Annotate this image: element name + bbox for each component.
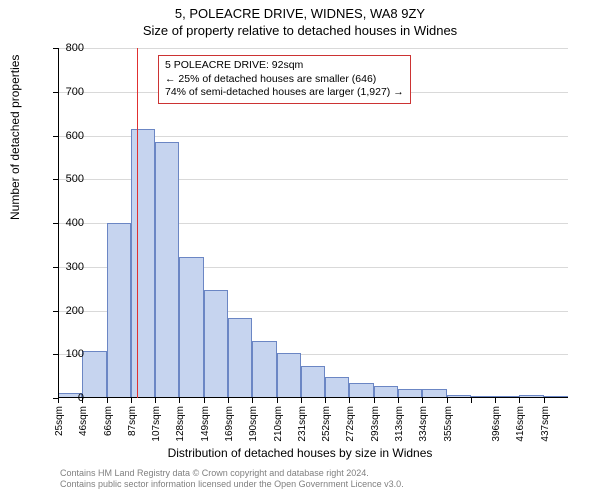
histogram-bar — [228, 318, 252, 398]
y-axis-label: Number of detached properties — [8, 55, 22, 220]
histogram-bar — [277, 353, 301, 398]
xtick-label: 437sqm — [540, 406, 551, 442]
xtick-mark — [107, 398, 108, 403]
xtick-mark — [422, 398, 423, 403]
xtick-label: 87sqm — [127, 406, 138, 436]
histogram-bar — [301, 366, 325, 398]
xtick-label: 396sqm — [491, 406, 502, 442]
xtick-label: 252sqm — [321, 406, 332, 442]
ytick-label: 0 — [78, 392, 84, 404]
histogram-bar — [179, 257, 203, 398]
footer-attribution: Contains HM Land Registry data © Crown c… — [60, 468, 404, 491]
ytick-label: 100 — [66, 348, 84, 360]
annotation-box: 5 POLEACRE DRIVE: 92sqm ← 25% of detache… — [158, 55, 411, 104]
footer-line1: Contains HM Land Registry data © Crown c… — [60, 468, 404, 479]
xtick-label: 46sqm — [78, 406, 89, 436]
xtick-mark — [325, 398, 326, 403]
xtick-mark — [228, 398, 229, 403]
ytick-label: 200 — [66, 305, 84, 317]
xtick-mark — [495, 398, 496, 403]
ytick-label: 500 — [66, 173, 84, 185]
annotation-line1: 5 POLEACRE DRIVE: 92sqm — [165, 59, 404, 73]
xtick-label: 231sqm — [297, 406, 308, 442]
gridline — [58, 48, 568, 49]
footer-line2: Contains public sector information licen… — [60, 479, 404, 490]
ytick-label: 600 — [66, 130, 84, 142]
x-axis-label: Distribution of detached houses by size … — [0, 446, 600, 460]
histogram-bar — [204, 290, 228, 399]
xtick-mark — [544, 398, 545, 403]
histogram-bar — [82, 351, 106, 398]
xtick-label: 107sqm — [151, 406, 162, 442]
ytick-label: 400 — [66, 217, 84, 229]
xtick-mark — [155, 398, 156, 403]
xtick-label: 128sqm — [175, 406, 186, 442]
x-axis-line — [58, 397, 568, 398]
xtick-label: 25sqm — [54, 406, 65, 436]
annotation-line2: ← 25% of detached houses are smaller (64… — [165, 73, 404, 87]
xtick-label: 334sqm — [418, 406, 429, 442]
xtick-label: 149sqm — [200, 406, 211, 442]
histogram-bar — [325, 377, 349, 398]
histogram-bar — [107, 223, 131, 398]
xtick-mark — [204, 398, 205, 403]
property-marker-line — [137, 48, 138, 398]
xtick-label: 190sqm — [248, 406, 259, 442]
xtick-mark — [471, 398, 472, 403]
xtick-mark — [519, 398, 520, 403]
xtick-mark — [447, 398, 448, 403]
xtick-mark — [398, 398, 399, 403]
ytick-label: 800 — [66, 42, 84, 54]
histogram-bar — [155, 142, 179, 398]
xtick-mark — [374, 398, 375, 403]
xtick-label: 272sqm — [345, 406, 356, 442]
xtick-label: 313sqm — [394, 406, 405, 442]
xtick-mark — [349, 398, 350, 403]
xtick-mark — [277, 398, 278, 403]
histogram-chart: 5 POLEACRE DRIVE: 92sqm ← 25% of detache… — [58, 48, 568, 398]
xtick-mark — [252, 398, 253, 403]
xtick-mark — [301, 398, 302, 403]
ytick-label: 700 — [66, 86, 84, 98]
ytick-label: 300 — [66, 261, 84, 273]
xtick-label: 416sqm — [515, 406, 526, 442]
xtick-mark — [131, 398, 132, 403]
xtick-label: 66sqm — [103, 406, 114, 436]
page-title-line2: Size of property relative to detached ho… — [0, 21, 600, 38]
y-axis-line — [58, 48, 59, 398]
histogram-bar — [349, 383, 373, 398]
xtick-label: 210sqm — [273, 406, 284, 442]
page-title-line1: 5, POLEACRE DRIVE, WIDNES, WA8 9ZY — [0, 0, 600, 21]
annotation-line3: 74% of semi-detached houses are larger (… — [165, 86, 404, 100]
xtick-mark — [58, 398, 59, 403]
histogram-bar — [131, 129, 155, 398]
xtick-label: 355sqm — [443, 406, 454, 442]
histogram-bar — [252, 341, 276, 398]
xtick-label: 169sqm — [224, 406, 235, 442]
xtick-label: 293sqm — [370, 406, 381, 442]
xtick-mark — [179, 398, 180, 403]
